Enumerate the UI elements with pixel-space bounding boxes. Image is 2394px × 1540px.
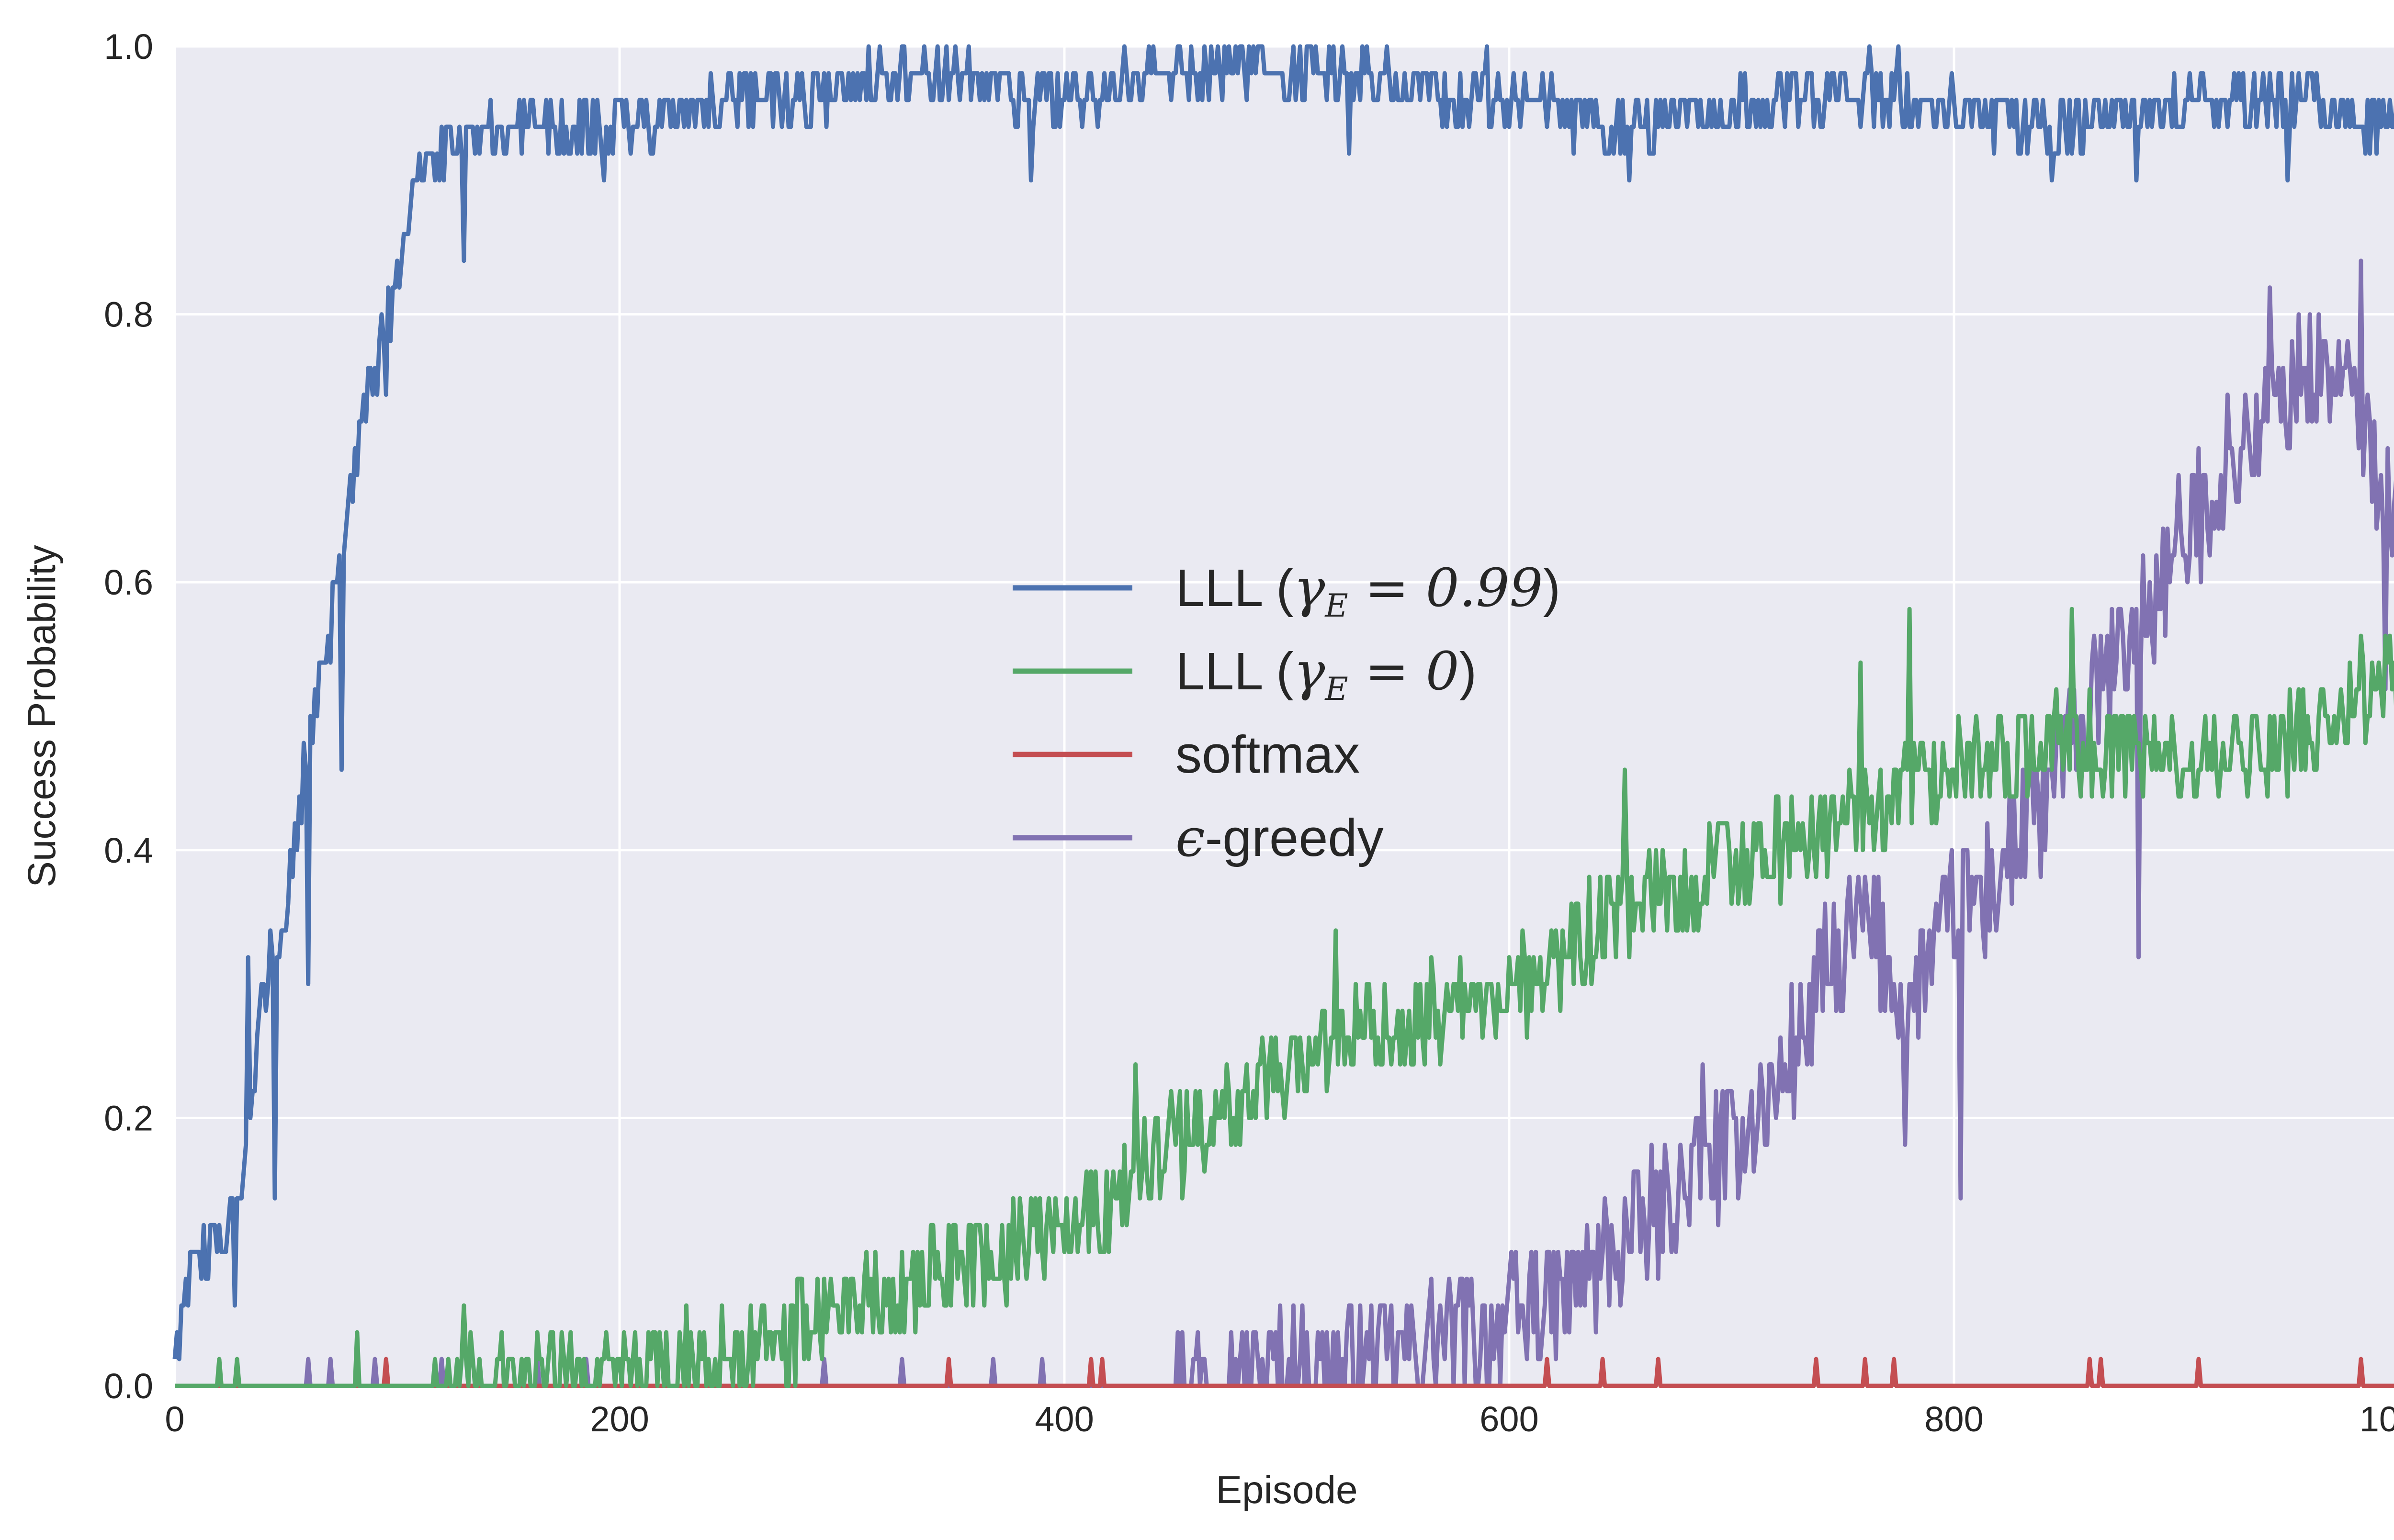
legend-item-lll-0: LLL (γE = 0): [1013, 641, 1477, 708]
x-tick-label: 400: [1035, 1399, 1094, 1439]
y-tick-label: 0.2: [104, 1098, 153, 1138]
legend-label-lll-0: LLL (γE = 0): [1175, 641, 1477, 708]
x-tick-label: 600: [1479, 1399, 1538, 1439]
y-axis: 0.0 0.2 0.4 0.6 0.8 1.0: [104, 27, 153, 1406]
legend-label-softmax: softmax: [1175, 725, 1360, 784]
series-line-lll-099: [172, 44, 2394, 1361]
legend-item-lll-099: LLL (γE = 0.99): [1013, 557, 1560, 624]
y-tick-label: 0.6: [104, 562, 153, 602]
x-tick-label: 1000: [2360, 1399, 2394, 1439]
legend-label-egreedy: ϵ-greedy: [1175, 807, 1384, 868]
legend: LLL (γE = 0.99) LLL (γE = 0) softmax ϵ-g…: [1013, 557, 1560, 868]
grid-lines: [173, 45, 2394, 1387]
y-tick-label: 0.4: [104, 831, 153, 870]
x-axis: 0 200 400 600 800 1000: [165, 1399, 2394, 1439]
x-tick-label: 0: [165, 1399, 184, 1439]
legend-item-softmax: softmax: [1013, 725, 1360, 784]
y-tick-label: 0.0: [104, 1366, 153, 1406]
y-axis-title: Success Probability: [20, 545, 64, 888]
x-tick-label: 800: [1924, 1399, 1983, 1439]
y-tick-label: 0.8: [104, 295, 153, 335]
series-line-lll-0: [175, 607, 2394, 1388]
y-tick-label: 1.0: [104, 27, 153, 67]
legend-label-lll-099: LLL (γE = 0.99): [1175, 557, 1560, 624]
x-tick-label: 200: [590, 1399, 649, 1439]
series-lines: [172, 44, 2394, 1388]
legend-item-egreedy: ϵ-greedy: [1013, 807, 1384, 868]
x-axis-title: Episode: [1216, 1468, 1357, 1512]
